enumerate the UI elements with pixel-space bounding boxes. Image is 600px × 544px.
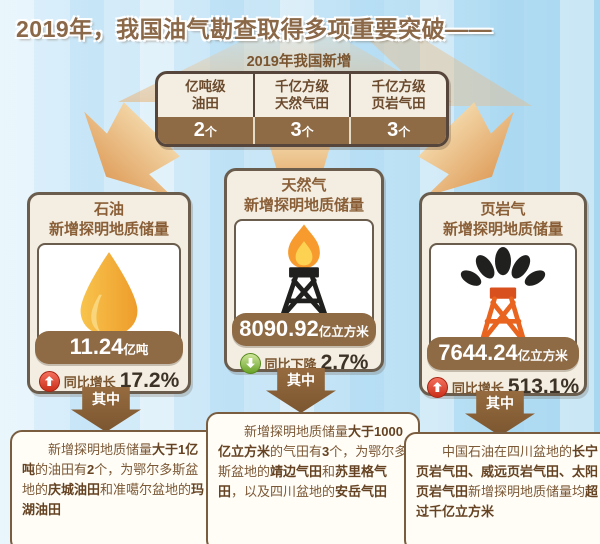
- count-shalefield: 3个: [349, 117, 446, 144]
- trend-label: 同比增长: [63, 374, 116, 390]
- trend-up-icon: [426, 376, 448, 398]
- card-gas: 天然气 新增探明地质储量 8090.92亿立方米: [224, 168, 384, 375]
- card-oil-value-band: 11.24亿吨: [35, 331, 183, 364]
- connector-shale: 其中: [465, 391, 535, 436]
- summary-count-band: 2个 3个 3个: [158, 117, 446, 144]
- card-shale: 页岩气 新增探明地质储量: [419, 192, 587, 398]
- count-oilfield: 2个: [158, 117, 253, 144]
- count-number: 3: [387, 119, 399, 141]
- reserve-unit: 亿吨: [123, 343, 149, 357]
- summary-cell-line2: 页岩气田: [371, 95, 426, 111]
- card-oil-icon-box: [37, 243, 181, 347]
- trend-value: 17.2%: [119, 369, 180, 392]
- count-unit: 个: [398, 125, 411, 139]
- detail-text: 新增探明地质储量大于1000亿立方米的气田有3个，为鄂尔多斯盆地的靖边气田和苏里…: [218, 424, 408, 500]
- connector-label: 其中: [92, 391, 120, 407]
- connector-gas: 其中: [266, 368, 336, 413]
- count-number: 3: [290, 119, 302, 141]
- card-gas-trend: 同比下降 2.7%: [227, 346, 381, 375]
- card-oil-title: 石油 新增探明地质储量: [30, 195, 188, 243]
- summary-heading: 2019年我国新增: [246, 54, 352, 70]
- trend-label: 同比下降: [264, 356, 317, 372]
- trend-down-icon: [239, 352, 261, 374]
- down-arrow-glyph: [246, 358, 255, 368]
- reserve-unit: 亿立方米: [318, 325, 369, 339]
- reserve-unit: 亿立方米: [517, 349, 568, 363]
- card-oil-trend: 同比增长 17.2%: [30, 364, 188, 393]
- summary-cell-line1: 千亿方级: [371, 79, 426, 95]
- detail-box-shale: 中国石油在四川盆地的长宁页岩气田、威远页岩气田、太阳页岩气田新增探明地质储量均超…: [404, 432, 600, 544]
- count-unit: 个: [301, 125, 314, 139]
- shale-gusher-derrick-icon: [460, 247, 546, 344]
- summary-cell-line1: 亿吨级: [185, 79, 226, 95]
- summary-cell-line1: 千亿方级: [275, 79, 329, 95]
- card-gas-title: 天然气 新增探明地质储量: [227, 171, 381, 219]
- detail-box-gas: 新增探明地质储量大于1000亿立方米的气田有3个，为鄂尔多斯盆地的靖边气田和苏里…: [206, 412, 420, 544]
- card-title-line1: 页岩气: [480, 201, 526, 218]
- up-arrow-glyph: [44, 376, 54, 386]
- trend-value: 2.7%: [320, 351, 369, 374]
- card-shale-title: 页岩气 新增探明地质储量: [422, 195, 584, 243]
- reserve-value: 11.24: [69, 334, 124, 359]
- summary-box: 亿吨级 油田 千亿方级 天然气田 千亿方级 页岩气田 2个 3个 3个: [155, 71, 449, 147]
- count-number: 2: [193, 119, 205, 141]
- card-title-line2: 新增探明地质储量: [243, 196, 364, 214]
- reserve-value: 7644.24: [438, 340, 518, 365]
- trend-up-icon: [38, 370, 60, 392]
- card-shale-value-band: 7644.24亿立方米: [427, 337, 579, 370]
- card-gas-value-band: 8090.92亿立方米: [232, 313, 376, 346]
- summary-cell-line2: 油田: [191, 95, 219, 111]
- card-shale-icon-box: [429, 243, 577, 353]
- card-gas-icon-box: [234, 219, 374, 329]
- connector-label: 其中: [287, 372, 315, 388]
- reserve-value: 8090.92: [239, 316, 319, 341]
- detail-text: 新增探明地质储量大于1亿吨的油田有2个，为鄂尔多斯盆地的庆城油田和准噶尔盆地的玛…: [22, 442, 205, 518]
- card-title-line1: 天然气: [281, 177, 327, 194]
- count-gasfield: 3个: [252, 117, 350, 144]
- connector-label: 其中: [486, 395, 514, 411]
- card-title-line2: 新增探明地质储量: [442, 220, 563, 238]
- detail-box-oil: 新增探明地质储量大于1亿吨的油田有2个，为鄂尔多斯盆地的庆城油田和准噶尔盆地的玛…: [10, 430, 222, 544]
- card-oil: 石油 新增探明地质储量 11.24亿吨 同比增长 17.2%: [27, 192, 191, 394]
- summary-cell-shalefield: 千亿方级 页岩气田: [349, 74, 446, 117]
- gas-derrick-flame-icon: [276, 224, 332, 320]
- count-unit: 个: [204, 125, 217, 139]
- detail-text: 中国石油在四川盆地的长宁页岩气田、威远页岩气田、太阳页岩气田新增探明地质储量均超…: [416, 444, 599, 520]
- card-title-line1: 石油: [93, 201, 124, 218]
- summary-cell-oilfield: 亿吨级 油田: [158, 74, 253, 117]
- page-title: 2019年，我国油气勘查取得多项重要突破——: [16, 16, 493, 42]
- summary-cell-line2: 天然气田: [275, 95, 329, 111]
- card-title-line2: 新增探明地质储量: [48, 220, 169, 238]
- trend-value: 513.1%: [507, 375, 580, 398]
- summary-cell-gasfield: 千亿方级 天然气田: [252, 74, 350, 117]
- up-arrow-glyph: [432, 382, 442, 392]
- oil-drop-icon: [80, 252, 138, 336]
- connector-oil: 其中: [71, 387, 141, 432]
- summary-label-row: 亿吨级 油田 千亿方级 天然气田 千亿方级 页岩气田: [158, 74, 446, 117]
